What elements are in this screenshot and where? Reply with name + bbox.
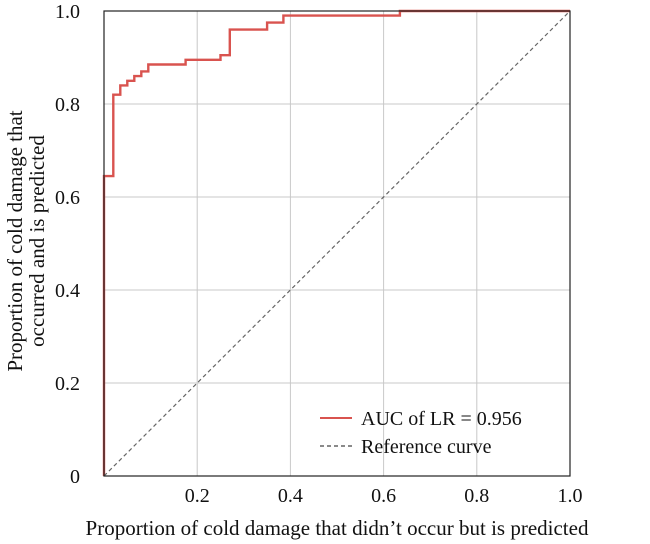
y-tick-label-2: 0.4: [55, 280, 80, 302]
x-tick-label-4: 1.0: [558, 485, 583, 507]
legend-label-reference: Reference curve: [361, 436, 492, 458]
y-tick-label-5: 1.0: [55, 1, 80, 23]
reference-curve-line: [103, 10, 571, 477]
y-tick-label-3: 0.6: [55, 187, 80, 209]
tick-labels: 0.2 0.4 0.6 0.8 1.0 0 0.2 0.4 0.6 0.8 1.0: [55, 1, 583, 507]
x-axis-title: Proportion of cold damage that didn’t oc…: [86, 516, 589, 540]
y-tick-label-1: 0.2: [55, 373, 80, 395]
plot-frame: [103, 10, 571, 477]
y-axis-title-line-1: Proportion of cold damage that: [3, 110, 27, 371]
y-tick-label-4: 0.8: [55, 94, 80, 116]
y-axis-title-line-2: occurred and is predicted: [25, 135, 49, 347]
x-tick-label-0: 0.2: [185, 485, 210, 507]
plot-border: [103, 10, 571, 477]
x-tick-label-1: 0.4: [278, 485, 303, 507]
roc-curve-line: [102, 9, 570, 476]
x-tick-label-2: 0.6: [371, 485, 396, 507]
x-tick-label-3: 0.8: [464, 485, 489, 507]
legend: AUC of LR = 0.956 Reference curve: [320, 408, 522, 458]
y-tick-label-0: 0: [70, 466, 80, 488]
series-layer: [102, 9, 571, 477]
legend-label-auc: AUC of LR = 0.956: [361, 408, 522, 430]
